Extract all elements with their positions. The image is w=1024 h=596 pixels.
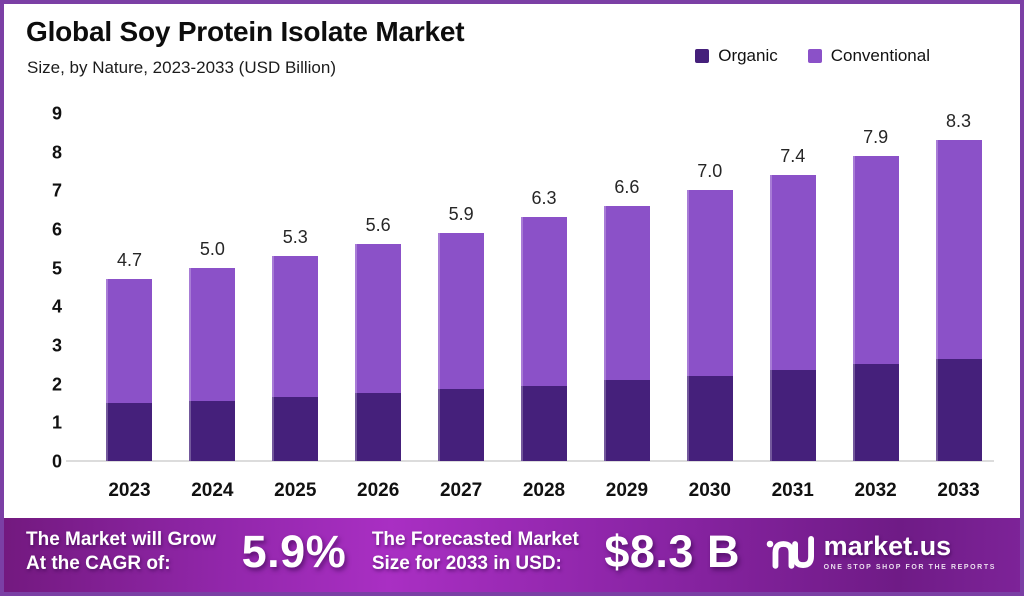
total-value-label: 4.7	[116, 250, 142, 271]
x-axis-label: 2031	[771, 480, 814, 501]
stacked-bar	[272, 256, 319, 461]
total-value-label: 5.0	[199, 238, 225, 259]
y-tick-label: 8	[51, 142, 62, 163]
y-tick-label: 3	[51, 335, 62, 356]
organic-segment	[852, 364, 899, 461]
legend-item-organic: Organic	[695, 46, 778, 66]
organic-segment	[438, 389, 485, 461]
brand-logo: market.us ONE STOP SHOP FOR THE REPORTS	[766, 533, 996, 571]
stacked-bar	[438, 232, 485, 461]
x-axis-label: 2028	[522, 480, 566, 501]
stacked-bar	[769, 174, 816, 461]
x-axis-label: 2024	[191, 480, 234, 501]
total-value-label: 5.3	[282, 227, 308, 248]
y-axis: 0 1 2 3 4 5 6 7 8 9	[32, 4, 62, 472]
footer-banner: The Market will Grow At the CAGR of: 5.9…	[4, 518, 1020, 592]
bar-column: 5.3 2025	[254, 4, 337, 501]
organic-segment	[106, 403, 153, 461]
organic-segment	[520, 385, 567, 461]
conventional-segment	[438, 232, 485, 390]
stacked-bar	[189, 267, 236, 461]
x-axis-label: 2032	[854, 480, 897, 501]
bar-column: 5.0 2024	[171, 4, 254, 501]
organic-swatch	[695, 49, 710, 63]
legend-item-conventional: Conventional	[807, 46, 930, 66]
page-subtitle: Size, by Nature, 2023-2033 (USD Billion)	[27, 58, 336, 77]
legend: Organic Conventional	[695, 46, 930, 66]
conventional-segment	[686, 190, 733, 376]
conventional-segment	[852, 155, 899, 365]
brand-name: market.us	[823, 531, 952, 561]
legend-label-organic: Organic	[718, 46, 778, 65]
conventional-segment	[769, 174, 816, 371]
conventional-segment	[355, 244, 402, 394]
x-axis-label: 2033	[937, 480, 980, 501]
x-axis-label: 2023	[108, 480, 151, 501]
total-value-label: 5.9	[448, 203, 474, 224]
bar-column: 5.9 2027	[420, 4, 503, 501]
y-tick-label: 0	[51, 451, 62, 472]
cagr-value: 5.9%	[241, 526, 347, 577]
conventional-segment	[935, 140, 982, 359]
conventional-segment	[272, 256, 319, 398]
y-tick-label: 2	[51, 374, 62, 395]
conventional-segment	[520, 217, 567, 386]
bar-column: 5.6 2026	[337, 4, 420, 501]
total-value-label: 6.3	[531, 188, 557, 209]
stacked-bar	[106, 279, 153, 461]
stacked-bar	[686, 190, 733, 461]
cagr-label: The Market will Grow At the CAGR of:	[26, 529, 217, 574]
x-axis-label: 2026	[357, 480, 400, 501]
brand-tagline: ONE STOP SHOP FOR THE REPORTS	[823, 564, 996, 571]
page-title: Global Soy Protein Isolate Market	[26, 16, 465, 47]
bar-column: 6.6 2029	[585, 4, 668, 501]
conventional-segment	[603, 205, 650, 380]
forecast-value: $8.3 B	[604, 526, 740, 577]
conventional-segment	[189, 267, 236, 402]
total-value-label: 7.0	[697, 161, 723, 182]
bar-column: 4.7 2023	[88, 4, 171, 501]
bar-column: 6.3 2028	[503, 4, 586, 501]
stacked-bar	[852, 155, 899, 461]
organic-segment	[272, 397, 319, 461]
total-value-label: 8.3	[946, 111, 972, 132]
x-axis-label: 2029	[605, 480, 649, 501]
y-tick-label: 1	[51, 412, 62, 433]
stacked-bar	[355, 244, 402, 461]
organic-segment	[686, 375, 733, 461]
conventional-swatch	[807, 49, 822, 63]
x-axis-label: 2030	[688, 480, 731, 501]
stacked-bar	[520, 217, 567, 461]
y-tick-label: 4	[51, 296, 62, 317]
organic-segment	[603, 379, 650, 461]
forecast-label: The Forecasted Market Size for 2033 in U…	[371, 529, 579, 574]
organic-segment	[769, 370, 816, 461]
x-axis-baseline	[66, 460, 994, 462]
organic-segment	[189, 401, 236, 461]
y-tick-label: 9	[51, 103, 62, 124]
legend-label-conventional: Conventional	[830, 46, 930, 65]
stacked-bar	[935, 140, 982, 461]
marketus-logo-icon	[766, 536, 814, 569]
plot-columns: 4.7 2023 5.0 2024 5.3 2025 5.6 2026 5.9 2027 6.3 20…	[4, 4, 1020, 592]
stacked-bar	[603, 205, 650, 461]
total-value-label: 7.4	[780, 145, 806, 166]
organic-segment	[935, 358, 982, 461]
bar-column: 7.4 2031	[751, 4, 834, 501]
y-tick-label: 6	[51, 219, 62, 240]
bar-column: 7.0 2030	[668, 4, 751, 501]
total-value-label: 5.6	[365, 215, 391, 236]
bar-column: 8.3 2033	[917, 4, 1000, 501]
bar-column: 7.9 2032	[834, 4, 917, 501]
total-value-label: 6.6	[614, 176, 640, 197]
conventional-segment	[106, 279, 153, 403]
organic-segment	[355, 393, 402, 461]
x-axis-label: 2027	[439, 480, 483, 501]
x-axis-label: 2025	[274, 480, 317, 501]
y-tick-label: 7	[51, 180, 62, 201]
y-tick-label: 5	[51, 258, 62, 279]
total-value-label: 7.9	[863, 126, 889, 147]
